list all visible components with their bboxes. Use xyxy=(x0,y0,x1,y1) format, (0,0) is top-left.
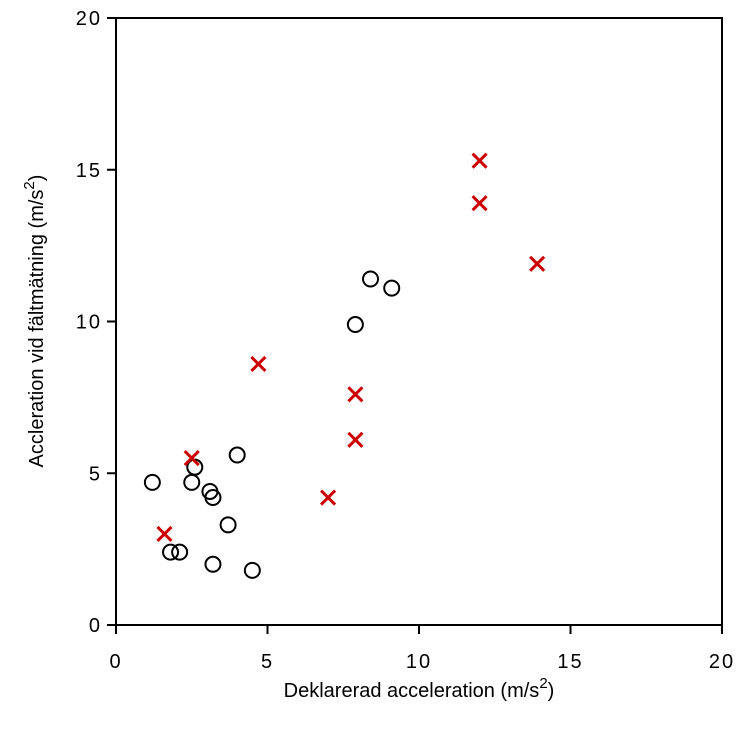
circle-point xyxy=(346,316,364,334)
x-axis-label: Deklarerad acceleration (m/s2) xyxy=(284,675,555,702)
y-axis: 0 5 10 15 20 xyxy=(76,8,116,637)
circle-point xyxy=(143,473,161,491)
cross-point xyxy=(156,525,173,543)
circle-point xyxy=(383,279,401,297)
circle-point xyxy=(219,516,237,534)
circle-point xyxy=(162,543,180,561)
circle-point xyxy=(204,489,222,507)
cross-point xyxy=(347,431,364,448)
y-tick-label: 10 xyxy=(76,312,102,334)
y-tick-label: 0 xyxy=(89,615,102,637)
circle-point xyxy=(243,561,261,579)
x-tick-label: 0 xyxy=(109,651,122,673)
x-tick-label: 10 xyxy=(406,651,432,673)
circle-point xyxy=(204,555,222,573)
y-tick-label: 15 xyxy=(76,160,102,182)
x-tick-label: 15 xyxy=(557,651,583,673)
y-axis-label: Accleration vid fältmätning (m/s2) xyxy=(21,175,48,468)
x-tick-label: 5 xyxy=(261,651,274,673)
cross-point xyxy=(183,450,200,467)
circle-point xyxy=(362,270,380,288)
cross-point xyxy=(471,152,488,169)
circle-point xyxy=(228,446,246,464)
cross-point xyxy=(529,255,546,272)
y-tick-label: 20 xyxy=(76,8,102,30)
y-tick-label: 5 xyxy=(89,463,102,485)
cross-point xyxy=(250,355,267,373)
cross-point xyxy=(347,386,364,403)
x-axis: 0 5 10 15 20 xyxy=(109,625,735,673)
cross-point xyxy=(320,489,337,506)
x-tick-label: 20 xyxy=(709,651,735,673)
cross-point xyxy=(471,195,488,212)
data-points xyxy=(143,152,546,579)
plot-frame xyxy=(115,17,723,626)
circle-point xyxy=(171,543,189,561)
circle-point xyxy=(183,473,201,491)
